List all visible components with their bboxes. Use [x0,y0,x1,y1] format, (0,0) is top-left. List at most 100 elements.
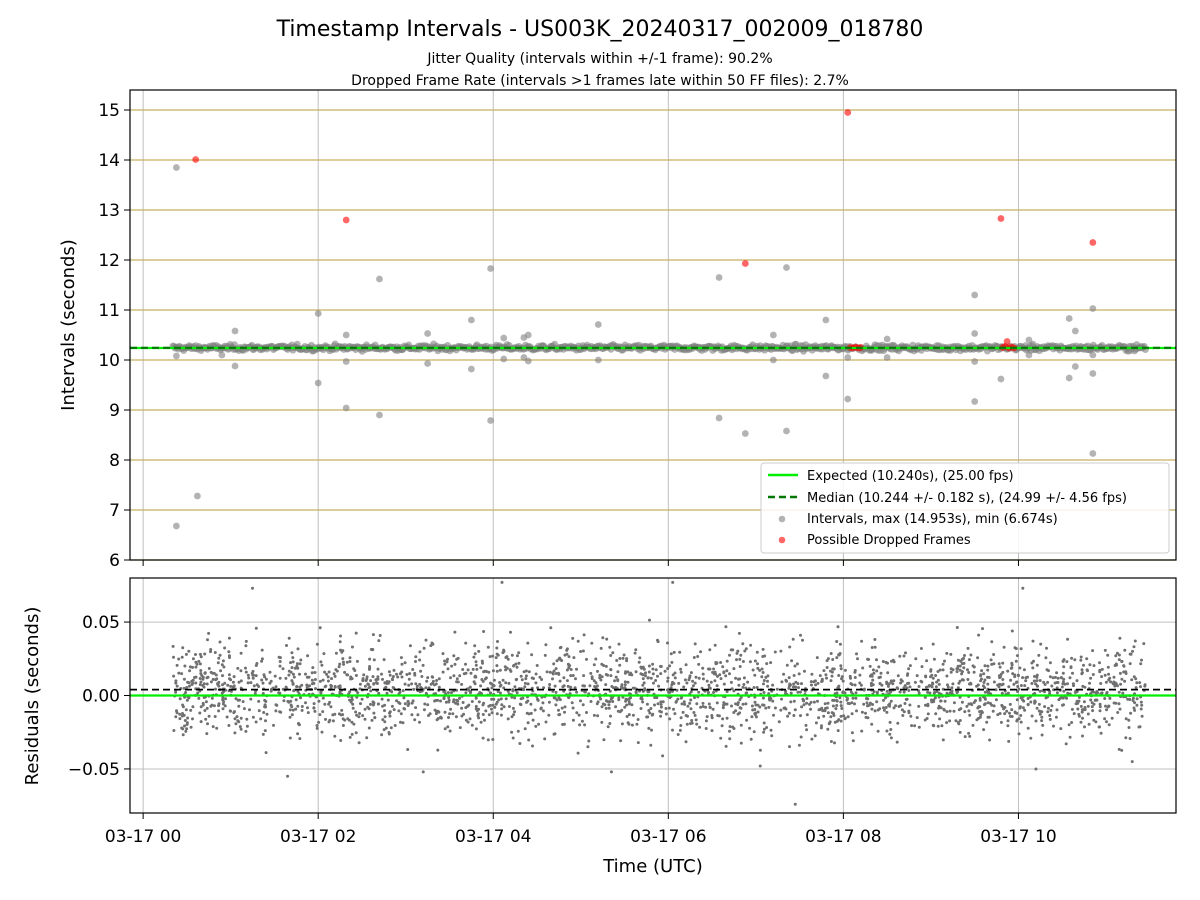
residual-point [877,665,881,669]
residual-point [383,720,387,724]
residual-point [795,662,799,666]
residual-point [1023,684,1027,688]
residual-point [368,665,372,668]
xtick-label: 03-17 10 [980,827,1056,847]
top-ytick-label: 12 [98,251,120,271]
residual-point [998,675,1002,679]
residual-point [1054,715,1058,719]
residual-point [498,684,502,688]
residual-point [1103,697,1107,700]
residual-point [198,652,202,656]
residual-point [1079,658,1083,662]
residual-point [1079,720,1083,724]
residual-point [339,739,343,742]
residual-point [681,710,685,714]
residual-point [410,701,414,705]
residual-point [350,732,354,736]
residual-point [1107,678,1111,682]
residual-point [713,643,717,647]
residual-point [337,712,341,716]
residual-point [483,718,486,722]
interval-point [971,330,979,337]
residual-point [815,656,819,660]
residual-point [888,732,892,736]
residual-point [1072,712,1076,716]
residual-point [969,681,973,685]
residual-point [900,708,904,712]
residual-point [1124,736,1128,740]
residual-point [664,712,668,716]
residual-point [1003,706,1007,709]
residual-point [908,703,912,707]
residual-point [557,657,561,661]
residual-point [760,675,764,679]
residual-point [475,667,479,671]
residual-point [592,663,596,667]
residual-point [538,675,542,679]
residual-point [745,718,749,722]
residual-point [721,665,725,669]
residual-point [490,686,494,690]
residual-point [1098,709,1102,713]
residual-point [818,674,822,678]
residual-point [998,682,1002,686]
residual-point [604,683,608,687]
residual-point [553,732,557,736]
residual-point [361,714,365,718]
residual-point [1044,696,1048,700]
residual-point [936,678,940,682]
residual-point [318,626,322,630]
residual-point [474,704,478,708]
residual-point [1070,721,1074,724]
residual-point [829,679,833,683]
residual-point [831,658,835,661]
residual-point [1050,684,1054,688]
residual-point [638,656,642,660]
residual-point [1133,639,1137,643]
residual-point [1128,662,1132,666]
residual-point [1105,692,1109,696]
residual-point [399,712,403,716]
residual-point [1106,665,1110,669]
residual-point [291,672,295,676]
residual-point [382,658,386,662]
residual-point [1092,718,1096,722]
residual-point [719,677,723,681]
interval-point [376,411,383,419]
residual-point [530,653,534,657]
residual-point [671,673,675,677]
residual-point [829,669,832,673]
residual-point [972,665,976,669]
residual-point [753,659,757,663]
residual-point [659,710,663,714]
residual-point [1135,697,1139,701]
residual-point [175,663,179,667]
residual-point [232,684,236,688]
residual-point [178,697,182,701]
residual-point [181,705,185,709]
residual-point [689,671,693,675]
residual-point [729,648,733,652]
residual-point [483,677,487,681]
residual-point [956,721,960,724]
residual-point [1039,642,1043,646]
residual-point [659,714,663,718]
top-ytick-label: 13 [98,201,120,221]
residual-point [967,731,971,735]
residual-point [896,687,900,691]
residual-point [766,679,769,683]
residual-point [255,662,259,665]
residual-point [1143,683,1147,687]
residual-point [999,720,1003,724]
interval-point [1025,351,1033,359]
residual-point [422,708,426,712]
residual-point [229,684,233,688]
residual-point [796,690,800,694]
residual-point [712,667,716,671]
residual-point [887,682,891,686]
residual-point [952,701,956,705]
residual-point [1082,700,1086,704]
residual-point [227,673,231,677]
residual-point [286,699,290,703]
interval-point [883,335,891,343]
